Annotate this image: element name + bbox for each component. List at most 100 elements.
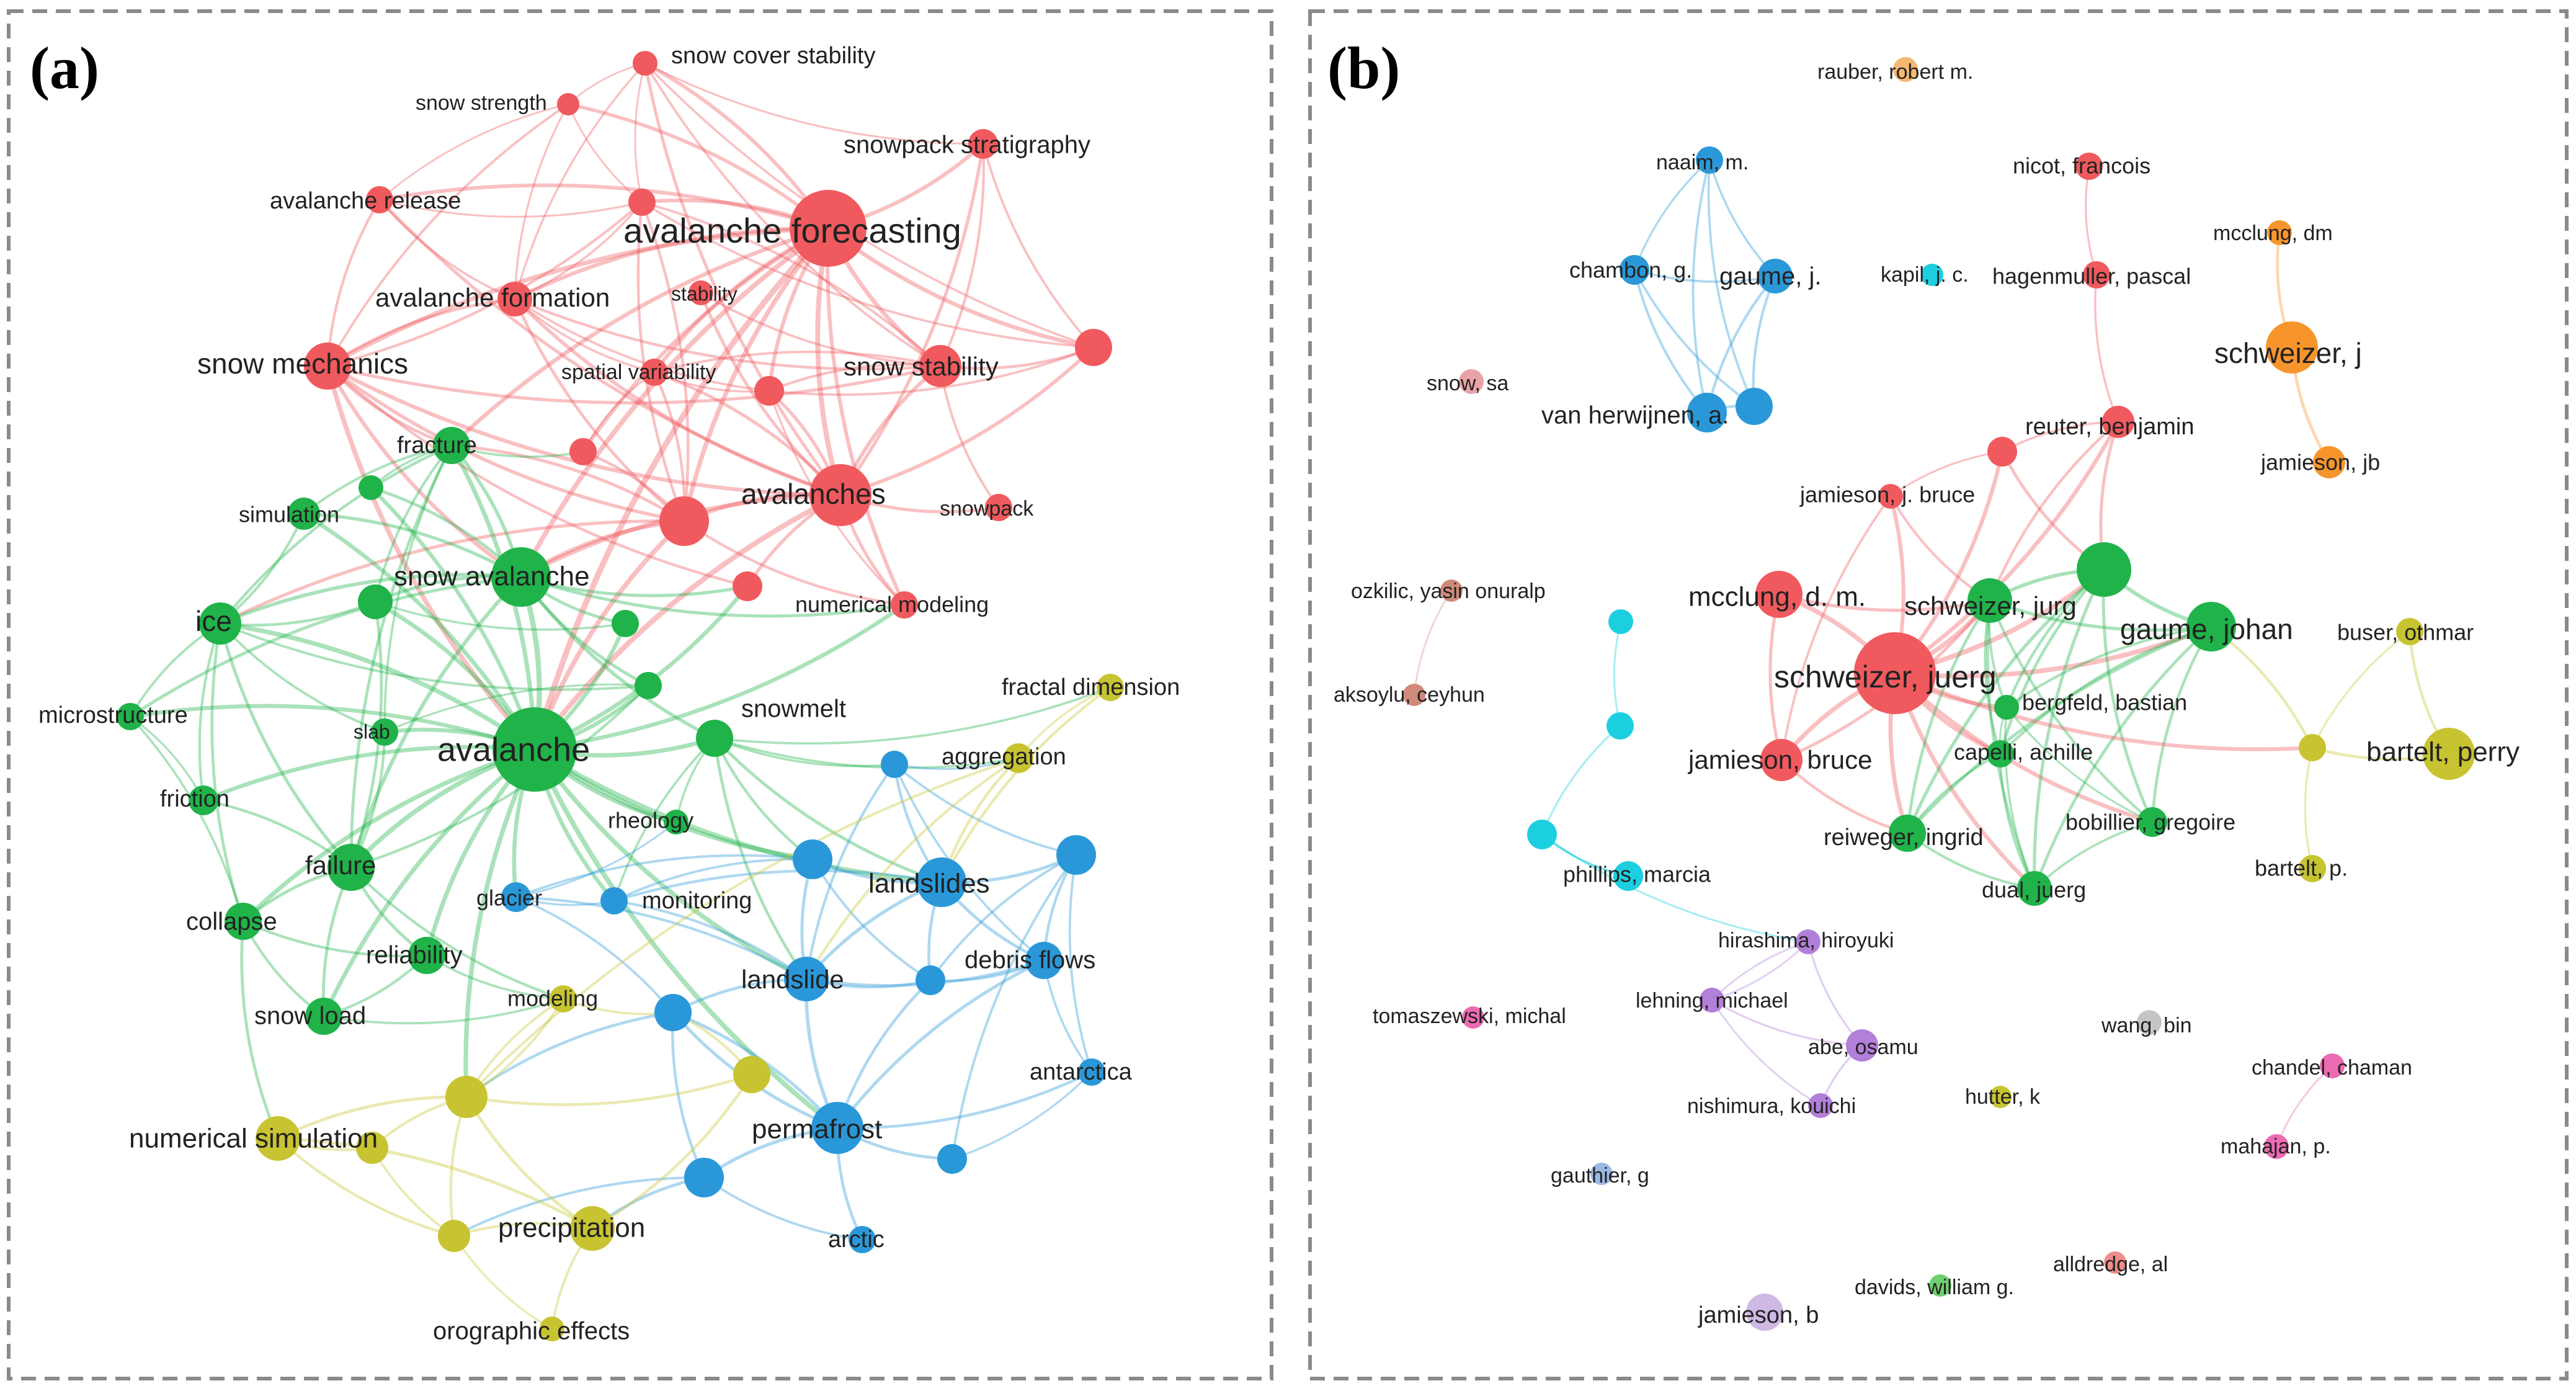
label-avalanche: avalanche [437,731,590,768]
label-wang-bin: wang, bin [2101,1014,2192,1037]
node-a46 [916,965,945,995]
edge-a9-a21 [326,365,522,579]
node-arctic [849,1226,876,1253]
label-monitoring: monitoring [642,888,752,914]
node-alldredge-al [2104,1251,2126,1274]
label-mcclung-dm: mcclung, dm [2213,221,2333,245]
label-modeling: modeling [507,986,598,1011]
edge-a24-a37 [218,623,352,869]
edge-a17-a23 [683,520,905,607]
edge-a14-a25 [373,444,453,602]
node-collapse [225,903,262,940]
label-avalanches: avalanches [741,478,886,510]
label-precipitation: precipitation [498,1213,645,1243]
label-ice: ice [195,605,232,637]
label-snowmelt: snowmelt [741,696,846,723]
label-stability: stability [671,282,738,305]
node-a13 [1075,329,1112,366]
node-failure [328,844,375,891]
edge-b20-b33 [1905,599,1991,834]
node-ozkilic-yasin-onuralp [1440,579,1463,602]
label-snow-load: snow load [254,1003,366,1030]
edge-b13-b20 [1988,421,2119,601]
node-jamieson-bruce [1760,739,1803,781]
node-avalanche-forecasting [790,190,867,267]
edge-a16-a3 [839,143,985,496]
edge-a1-a12 [644,63,942,367]
edge-a6-a9 [326,297,515,367]
edge-a4-a6 [378,199,515,300]
node-a51 [733,1056,770,1093]
edge-a31-a50 [321,748,537,1018]
node-mcclung-d-m [1755,571,1803,618]
edge-a17-a14 [451,444,685,523]
edge-a31-a43 [241,747,536,923]
edge-a12-a11 [769,363,941,392]
label-slab: slab [354,720,390,743]
edge-b8-b13 [2094,274,2119,423]
edge-a17-a24 [219,519,685,625]
node-b22 [1608,609,1633,634]
node-hagenmuller-pascal [2083,261,2110,288]
edge-a1-a3 [644,62,984,145]
edge-b24-b32 [1893,671,2153,825]
label-collapse: collapse [186,908,277,936]
node-a57 [937,1144,967,1174]
edge-a1-a16 [643,63,842,496]
node-orographic-effects [540,1317,564,1341]
label-reuter-benjamin: reuter, benjamin [2025,414,2195,440]
label-gaume-johan: gaume, johan [2120,613,2293,645]
label-friction: friction [160,786,230,812]
edge-a45-a42 [613,899,808,980]
edge-a50-a48 [323,998,564,1025]
edge-a3-a13 [982,143,1095,349]
edge-b26-b36 [2004,707,2036,889]
panel-b-frame [1308,9,2569,1380]
node-snow-stability [919,345,961,387]
label-numerical-modeling: numerical modeling [795,592,989,617]
label-nicot-francois: nicot, francois [2013,153,2150,179]
label-tomaszewski-michal: tomaszewski, michal [1373,1004,1566,1028]
edge-a43-a55 [240,921,280,1139]
label-snow-cover-stability: snow cover stability [671,43,875,69]
edge-a2-a4 [379,103,569,201]
edge-a24-a30 [219,622,385,733]
label-ozkilic-yasin-onuralp: ozkilic, yasin onuralp [1351,579,1546,603]
edge-a21-a32 [519,576,716,740]
edge-a33-a53 [465,757,1019,1098]
node-a34 [881,751,908,778]
label-aggregation: aggregation [942,744,1066,770]
label-chandel-chaman: chandel, chaman [2252,1056,2412,1080]
edge-a5-a14 [450,226,829,447]
edge-a14-a37 [349,444,453,868]
edge-a5-a13 [826,226,1094,350]
node-a25 [358,584,393,619]
edge-a58-a60 [453,1176,705,1237]
label-capelli-achille: capelli, achille [1954,740,2093,765]
edge-b24-b13 [1894,421,2120,675]
edge-a21-a23 [520,575,905,618]
edge-b14-b16 [1890,450,2003,498]
node-simulation [288,498,320,530]
edge-a38-a46 [811,858,932,982]
edge-b24-b21 [1894,624,2213,679]
label-bartelt-perry: bartelt, perry [2366,737,2520,767]
label-rheology: rheology [608,808,693,833]
edge-a5-a17 [682,226,830,522]
node-microstructure [117,703,144,730]
edge-a31-a53 [463,748,537,1098]
edge-b27-b34 [1541,725,1621,835]
edge-a5-a9 [326,226,829,369]
panel-a-nodes: snow cover stability snow strength snowpac… [38,43,1180,1345]
edge-a21-a29 [129,575,522,718]
label-avalanche-formation: avalanche formation [375,283,610,312]
edge-a38-a42 [613,857,813,902]
edge-a6-a8 [514,201,643,300]
label-orographic-effects: orographic effects [433,1318,630,1345]
label-snow-strength: snow strength [416,91,547,115]
node-friction [189,785,218,815]
node-jamieson-j-bruce [1878,484,1903,509]
edge-a31-a54 [532,748,839,1130]
edge-a21-a20 [303,512,522,579]
